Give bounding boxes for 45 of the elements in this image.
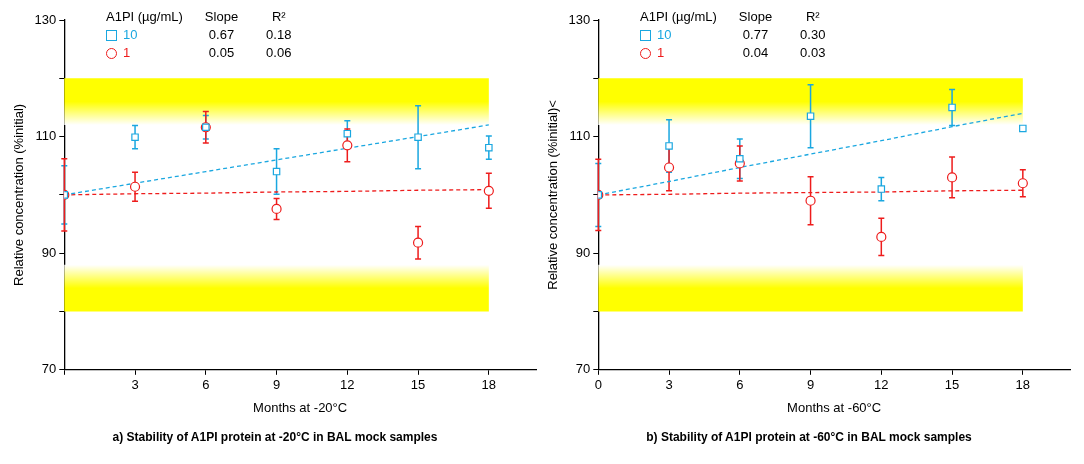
- legend-label: 10: [657, 27, 672, 42]
- y-tick-label: 130: [34, 11, 57, 27]
- x-tick-label: 3: [665, 377, 673, 393]
- legend-title: A1PI (µg/mL): [105, 8, 184, 26]
- x-tick-label: 18: [481, 377, 497, 393]
- x-tick-label: 9: [806, 377, 815, 393]
- annotation: 0.18: [265, 26, 293, 44]
- legend-label: 1: [657, 45, 665, 60]
- x-tick-label: 3: [131, 377, 139, 393]
- x-tick-label: 0: [594, 377, 602, 393]
- y-axis-title: Relative concentration (%initial): [11, 103, 27, 286]
- legend-title: A1PI (µg/mL): [639, 8, 718, 26]
- annotation: 0.67: [207, 26, 236, 44]
- x-axis-title: Months at -20°C: [253, 399, 348, 415]
- x-tick-label: 9: [272, 377, 281, 393]
- annotation: 0.04: [741, 44, 770, 62]
- x-tick-label: 6: [736, 377, 744, 393]
- y-tick-label: 110: [569, 128, 591, 144]
- x-tick-label: 15: [944, 377, 960, 393]
- y-tick-label: 130: [568, 11, 591, 27]
- x-axis-title: Months at -60°C: [787, 399, 882, 415]
- y-tick-label: 90: [41, 244, 57, 260]
- x-tick-label: 12: [874, 377, 889, 393]
- text: b) Stability of A1PI protein at -60°C in BAL mock samples: [645, 430, 973, 444]
- annotation: Slope: [203, 8, 240, 26]
- y-tick-label: 110: [35, 128, 57, 144]
- annotation: 0.05: [207, 44, 236, 62]
- x-tick-label: 6: [202, 377, 210, 393]
- x-tick-label: 15: [410, 377, 426, 393]
- y-tick-label: 70: [41, 361, 57, 377]
- annotation: 0.30: [799, 26, 827, 44]
- x-tick-label: 12: [340, 377, 355, 393]
- annotation: R²: [804, 8, 821, 26]
- y-tick-label: 90: [575, 244, 591, 260]
- annotation: R²: [270, 8, 287, 26]
- legend-label: 10: [123, 27, 138, 42]
- x-tick-label: 18: [1015, 377, 1031, 393]
- text: a) Stability of A1PI protein at -20°C in BAL mock samples: [111, 430, 439, 444]
- annotation: Slope: [737, 8, 774, 26]
- y-axis-title: Relative concentration (%initial)<: [545, 100, 561, 290]
- legend-label: 1: [123, 45, 131, 60]
- annotation: 0.77: [741, 26, 770, 44]
- y-tick-label: 70: [575, 361, 591, 377]
- annotation: 0.03: [799, 44, 827, 62]
- annotation: 0.06: [265, 44, 293, 62]
